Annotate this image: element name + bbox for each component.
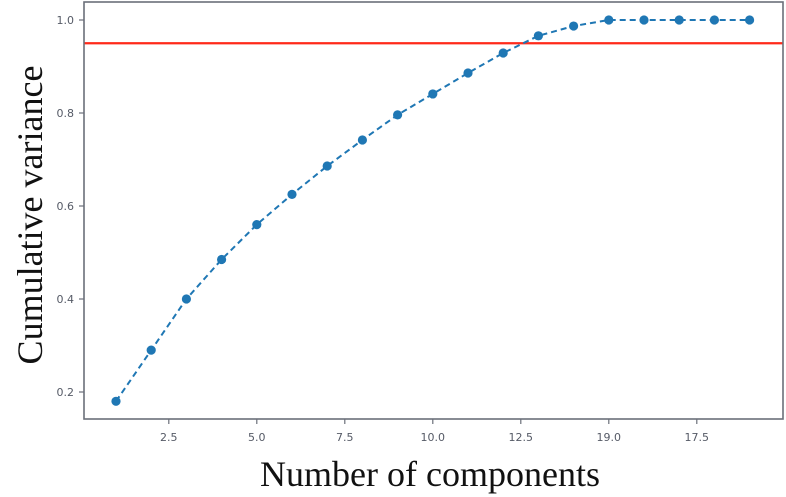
y-axis-title: Cumulative variance: [10, 66, 50, 365]
x-tick-label: 19.0: [597, 431, 622, 444]
data-point-marker: [604, 15, 614, 25]
data-point-marker: [569, 21, 579, 31]
data-series: [111, 15, 755, 406]
x-tick-label: 17.5: [685, 431, 710, 444]
x-tick-label: 12.5: [509, 431, 534, 444]
x-tick-label: 7.5: [336, 431, 354, 444]
y-tick-label: 1.0: [57, 14, 75, 27]
data-point-marker: [533, 31, 544, 41]
data-point-marker: [674, 15, 684, 25]
x-tick-label: 2.5: [160, 431, 178, 444]
data-point-marker: [709, 15, 720, 25]
y-axis-ticks: 0.2 0.4 0.6 0.8 1.0: [57, 14, 84, 399]
x-axis-ticks: 2.5 5.0 7.5 10.0 12.5 19.0 17.5: [160, 419, 709, 444]
data-point-marker: [287, 189, 297, 199]
data-point-marker: [357, 135, 367, 145]
y-tick-label: 0.8: [57, 107, 75, 120]
data-point-marker: [322, 161, 332, 171]
data-point-marker: [428, 89, 438, 99]
x-tick-label: 5.0: [248, 431, 266, 444]
data-point-marker: [463, 68, 473, 78]
data-point-marker: [181, 294, 191, 304]
y-tick-label: 0.6: [57, 200, 75, 213]
data-point-marker: [639, 15, 649, 25]
axes-frame: [83, 1, 784, 420]
x-axis-title: Number of components: [260, 454, 600, 494]
data-point-marker: [111, 396, 121, 406]
x-tick-label: 10.0: [421, 431, 446, 444]
data-point-marker: [393, 110, 403, 120]
data-point-marker: [217, 254, 227, 265]
data-point-marker: [252, 220, 262, 230]
data-point-marker: [498, 48, 508, 58]
y-tick-label: 0.4: [57, 293, 75, 306]
data-point-marker: [146, 345, 156, 355]
data-point-marker: [745, 15, 755, 25]
y-tick-label: 0.2: [57, 386, 75, 399]
